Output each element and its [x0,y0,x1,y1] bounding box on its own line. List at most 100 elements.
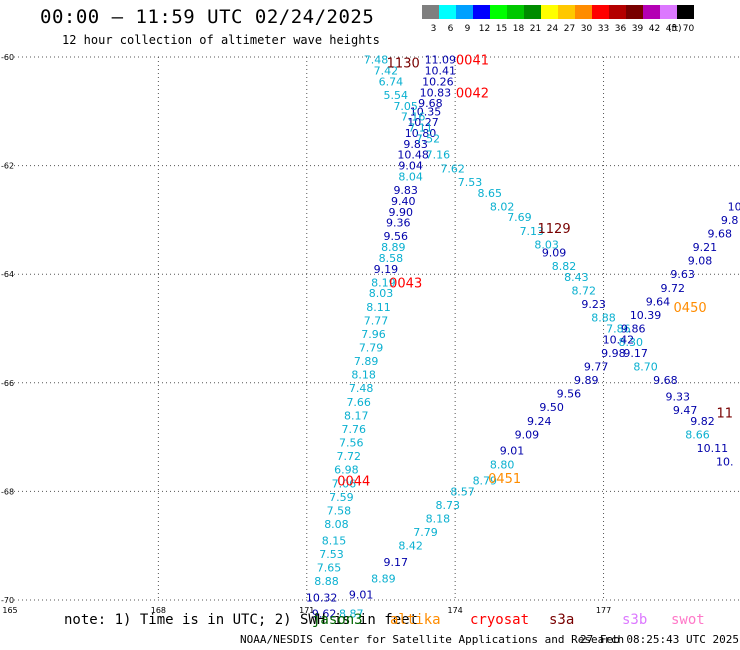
wave-height-value: 7.72 [337,450,362,463]
wave-height-value: 8.89 [381,241,406,254]
wave-height-value: 10.42 [603,333,635,346]
wave-height-value: 9.98 [601,347,626,360]
wave-height-value: 9.68 [418,97,443,110]
wave-height-value: 5.54 [384,89,409,102]
x-tick-label: 174 [448,606,463,615]
colorbar-label: 15 [496,24,507,34]
wave-height-value: 9.83 [403,138,428,151]
wave-height-value: 9.90 [388,206,413,219]
wave-height-value: 9.56 [557,388,582,401]
wave-height-value: 9.04 [398,160,423,173]
pass-time-label: 0044 [337,475,370,490]
wave-height-value: 9.62 [312,608,337,621]
wave-height-value: 7.53 [458,176,483,189]
wave-height-value: 9.77 [584,361,609,374]
colorbar-unit: (ft) [668,24,682,34]
wave-height-value: 9.72 [661,282,686,295]
wave-height-value: 8.65 [478,187,503,200]
wave-height-value: 10. [716,456,734,469]
x-tick-label: 168 [151,606,166,615]
units-note: note: 1) Time is in UTC; 2) SWH is in fe… [64,612,419,628]
y-tick-label: -66 [1,379,14,388]
pass-time-label: 0450 [674,301,707,316]
wave-height-value: 8.03 [369,287,394,300]
colorbar-label: 70 [683,24,695,34]
wave-height-value: 10.83 [420,86,452,99]
wave-height-value: 8.15 [322,534,347,547]
legend-item-s3b: s3b [622,612,648,628]
wave-height-value: 9.17 [623,347,648,360]
wave-height-value: 7.77 [364,314,389,327]
wave-height-value: 7.16 [401,111,426,124]
wave-height-value: 8.72 [572,284,597,297]
colorbar-swatch [609,5,626,19]
wave-height-value: 8.30 [618,336,643,349]
wave-height-value: 8.19 [371,276,396,289]
wave-height-value: 8.80 [490,458,515,471]
y-tick-label: -68 [1,487,14,496]
wave-height-value: 8.11 [366,301,391,314]
wave-height-value: 7.48 [349,382,374,395]
footer-credit: NOAA/NESDIS Center for Satellite Applica… [240,633,625,646]
wave-height-value: 8.02 [490,200,515,213]
wave-height-value: 9.01 [500,445,525,458]
pass-time-label: 0451 [488,472,521,487]
wave-height-value: 7.11 [408,122,433,135]
pass-time-label: 0042 [456,86,489,101]
axis-ticks: 165 168 171 174 177 -60 -62 -64 -66 -68 -70 [1,53,611,615]
colorbar-swatch [456,5,473,19]
colorbar-label: 21 [530,24,541,34]
wave-height-value: 9.09 [542,246,567,259]
wave-height-value: 9.56 [384,230,409,243]
wave-height-value: 7.79 [413,526,438,539]
wave-height-value: 8.88 [314,575,339,588]
wave-height-value: 8.70 [633,361,658,374]
wave-height-value: 9.08 [688,255,713,268]
wave-height-value: 9.68 [653,374,678,387]
wave-height-value: 9.82 [690,415,715,428]
wave-height-value: 10.35 [410,105,442,118]
wave-height-value: 10.11 [697,442,729,455]
x-tick-label: 171 [299,606,314,615]
wave-height-value: 7.56 [339,437,364,450]
wave-height-value: 8.04 [398,170,423,183]
grid [14,56,740,601]
colorbar-label: 18 [513,24,525,34]
wave-height-value: 11.09 [425,54,457,67]
colorbar-label: 3 [431,24,437,34]
colorbar-label: 30 [581,24,593,34]
colorbar-label: 27 [564,24,575,34]
pass-time-label: 0043 [389,276,422,291]
wave-height-value: 10.26 [422,75,454,88]
wave-height-value: 8.73 [435,499,460,512]
wave-height-value: 7.53 [319,548,344,561]
wave-height-value: 7.13 [520,225,545,238]
colorbar-swatch [677,5,694,19]
colorbar-swatch [626,5,643,19]
colorbar-label: 45 [666,24,677,34]
wave-height-value: 10.27 [407,116,439,129]
legend-item-swot: swot [671,612,705,628]
wave-height-value: 8.88 [591,312,616,325]
wave-height-value: 7.42 [374,65,399,78]
wave-height-value: 9.17 [384,556,409,569]
x-tick-label: 177 [596,606,611,615]
wave-height-value: 9.68 [708,227,733,240]
colorbar-swatch [592,5,609,19]
wave-height-value: 9.64 [646,295,671,308]
wave-height-value: 9.8 [721,214,739,227]
y-tick-label: -64 [1,270,14,279]
wave-height-value: 7.62 [440,162,465,175]
wave-height-value: 8.66 [685,428,710,441]
wave-height-value: 8.18 [426,513,451,526]
colorbar-swatch [507,5,524,19]
wave-height-value: 7.59 [329,491,354,504]
wave-height-value: 10.48 [397,149,429,162]
wave-height-value: 8.17 [344,409,369,422]
colorbar-label: 9 [465,24,471,34]
wave-height-value: 7.76 [342,423,367,436]
wave-height-value: 8.87 [339,608,364,621]
wave-height-value: 9.89 [574,374,599,387]
